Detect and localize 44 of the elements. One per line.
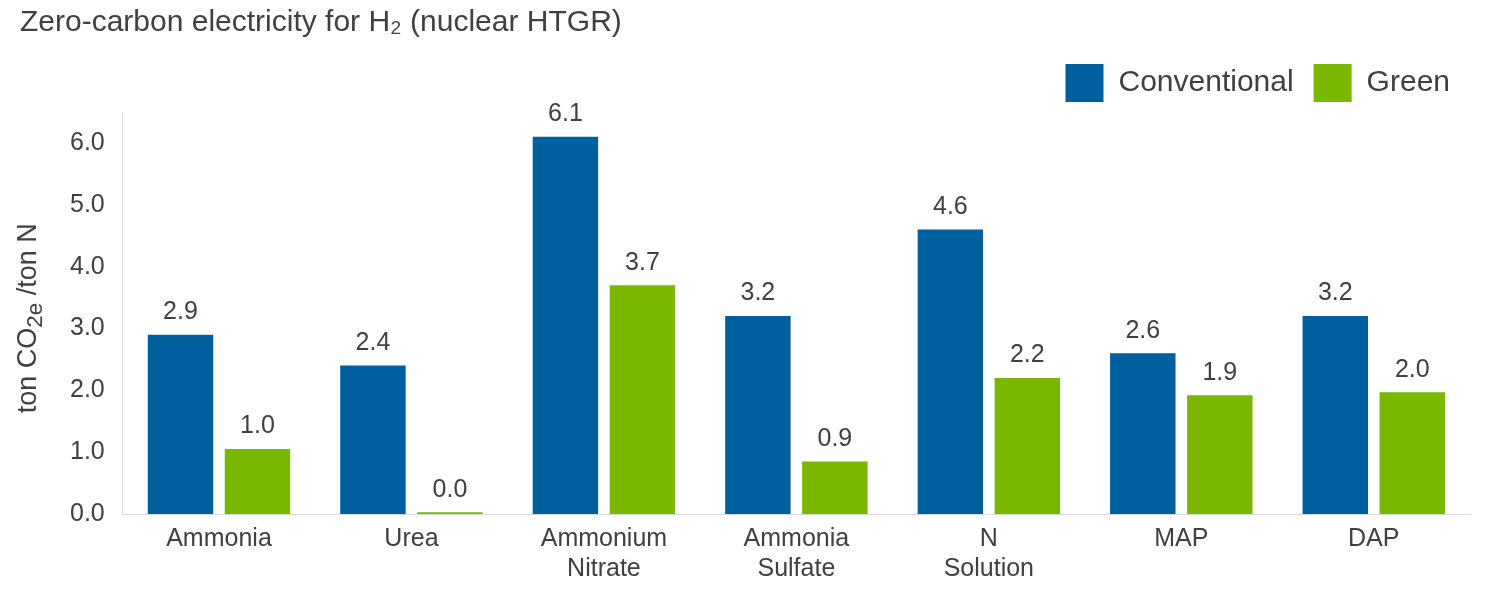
bar bbox=[1302, 316, 1368, 514]
data-label: 2.6 bbox=[1125, 314, 1161, 343]
bar bbox=[532, 136, 599, 514]
data-label: 3.7 bbox=[625, 246, 660, 275]
data-label: 2.2 bbox=[1009, 339, 1045, 368]
data-label: 2.4 bbox=[355, 326, 391, 355]
data-label: 0.9 bbox=[817, 422, 853, 451]
bar bbox=[994, 377, 1061, 514]
x-tick-label: Urea bbox=[384, 522, 439, 551]
bar bbox=[725, 316, 791, 514]
bar bbox=[1110, 353, 1176, 514]
x-tick-label: Ammonium Nitrate bbox=[540, 522, 668, 581]
y-tick-label: 0.0 bbox=[69, 497, 105, 526]
bar bbox=[802, 461, 868, 514]
x-tick-label: N Solution bbox=[943, 522, 1035, 581]
x-tick-label: DAP bbox=[1348, 522, 1400, 551]
data-label: 3.2 bbox=[1317, 277, 1353, 306]
y-tick-label: 4.0 bbox=[69, 250, 105, 279]
y-tick-label: 5.0 bbox=[69, 188, 105, 217]
bar bbox=[1187, 395, 1253, 514]
x-tick-label: MAP bbox=[1154, 522, 1209, 551]
bar bbox=[1379, 392, 1445, 514]
bar bbox=[609, 285, 676, 514]
bar bbox=[917, 229, 984, 514]
y-tick-label: 6.0 bbox=[69, 126, 105, 155]
legend-label: Green bbox=[1366, 64, 1451, 98]
data-label: 0.0 bbox=[432, 473, 468, 502]
y-tick-label: 3.0 bbox=[69, 312, 105, 341]
data-label: 2.0 bbox=[1394, 353, 1430, 382]
data-label: 3.2 bbox=[740, 277, 776, 306]
x-tick-label: Ammonia bbox=[166, 522, 272, 551]
data-label: 4.6 bbox=[932, 190, 968, 219]
data-label: 1.0 bbox=[240, 410, 275, 439]
x-tick-label: Ammonia Sulfate bbox=[743, 522, 850, 581]
bar bbox=[224, 449, 291, 514]
data-label: 6.1 bbox=[548, 98, 583, 127]
data-label: 2.9 bbox=[163, 296, 198, 325]
legend-label: Conventional bbox=[1118, 64, 1294, 98]
y-tick-label: 1.0 bbox=[69, 436, 105, 465]
bar bbox=[147, 334, 214, 514]
data-label: 1.9 bbox=[1202, 356, 1238, 385]
chart-title: Zero-carbon electricity for H₂ (nuclear HTGR) bbox=[20, 4, 622, 38]
y-tick-label: 2.0 bbox=[69, 374, 105, 403]
bar bbox=[340, 365, 406, 514]
